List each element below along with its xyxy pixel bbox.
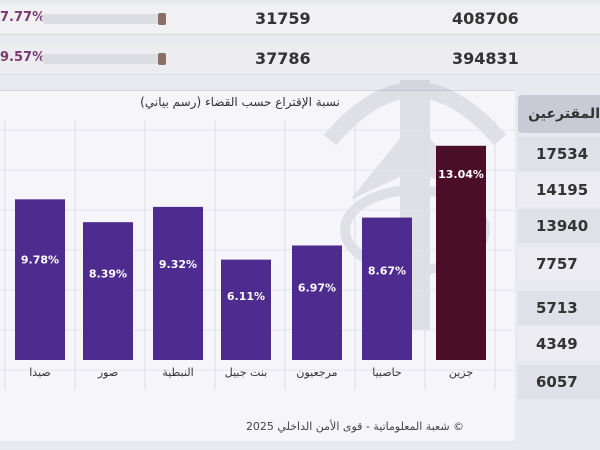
table-cell: 17534 [518, 137, 600, 171]
turnout-percent: 9.57% [0, 50, 46, 65]
turnout-percent: 7.77% [0, 10, 46, 25]
table-cell: 6057 [518, 365, 600, 399]
progress-track [42, 54, 164, 64]
category-label: حاصبيا [372, 366, 401, 379]
column-header: المقترعين [518, 95, 600, 133]
results-table-top: 7.77% 31759 408706 9.57% 37786 394831 [0, 0, 600, 80]
data-label: 9.32% [159, 258, 197, 271]
voters-count: 31759 [255, 9, 311, 28]
turnout-bar-chart: 9.78% 8.39% 9.32% 6.11% 6.97% 8.67% 13.04% صيد… [0, 120, 515, 390]
category-label: صور [97, 366, 118, 379]
data-label: 6.97% [298, 281, 336, 294]
data-label: 6.11% [227, 290, 265, 303]
table-cell: 4349 [518, 327, 600, 361]
bar [153, 206, 203, 360]
progress-marker [158, 13, 166, 25]
bar [221, 259, 271, 360]
table-cell: 13940 [518, 209, 600, 243]
category-label: صيدا [29, 366, 51, 379]
category-label: جزين [449, 366, 473, 379]
voters-count: 37786 [255, 49, 311, 68]
progress-track [42, 14, 164, 24]
table-cell: 5713 [518, 291, 600, 325]
bar [436, 145, 486, 360]
bar [362, 217, 412, 360]
copyright-footer: © شعبة المعلوماتية - قوى الأمن الداخلي 2… [245, 420, 465, 433]
data-label: 13.04% [438, 168, 484, 181]
registered-count: 408706 [452, 9, 519, 28]
category-label: مرجعيون [296, 366, 337, 379]
bar [292, 245, 342, 360]
registered-count: 394831 [452, 49, 519, 68]
chart-title: نسبة الإقتراع حسب القضاء (رسم بياني) [140, 95, 340, 109]
table-cell: 7757 [518, 247, 600, 281]
bar [15, 199, 65, 360]
bar [83, 222, 133, 360]
data-label: 8.39% [89, 267, 127, 280]
progress-marker [158, 53, 166, 65]
table-row: 7.77% 31759 408706 [0, 4, 600, 35]
data-label: 8.67% [368, 265, 406, 278]
category-label: بنت جبيل [225, 366, 267, 379]
table-cell: 14195 [518, 173, 600, 207]
data-label: 9.78% [21, 254, 59, 267]
voters-column: المقترعين 17534 14195 13940 7757 5713 43… [518, 95, 600, 440]
table-row: 9.57% 37786 394831 [0, 44, 600, 75]
category-label: النبطية [162, 366, 193, 379]
